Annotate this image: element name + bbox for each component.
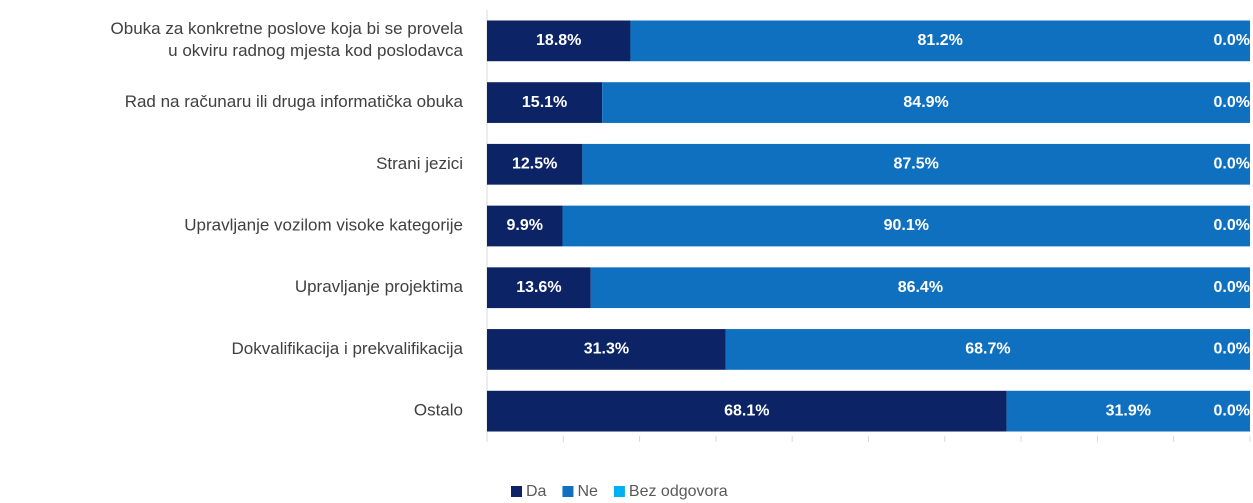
bar-segment — [487, 390, 1007, 432]
bar-segment — [630, 20, 1250, 62]
category-label: Strani jezici — [376, 154, 463, 173]
category-label: Upravljanje vozilom visoke kategorije — [184, 215, 463, 234]
legend-swatch — [613, 486, 625, 497]
legend-swatch — [511, 486, 522, 497]
bar-segment — [487, 329, 726, 370]
value-label: 12.5% — [512, 156, 557, 173]
bar-segment — [602, 82, 1250, 123]
bar-segment — [487, 143, 583, 185]
value-label: 31.9% — [1106, 402, 1151, 419]
bar-segment — [582, 143, 1250, 185]
legend-label: Ne — [577, 483, 598, 500]
value-label: 0.0% — [1214, 156, 1250, 173]
category-label: Rad na računaru ili druga informatička o… — [125, 92, 464, 111]
bar-segment — [487, 205, 563, 247]
category-label: Ostalo — [414, 401, 463, 420]
category-label: Dokvalifikacija i prekvalifikacija — [232, 339, 464, 358]
legend-swatch — [562, 486, 574, 497]
bar-segment — [487, 20, 631, 62]
value-label: 68.1% — [724, 402, 769, 419]
value-label: 0.0% — [1214, 217, 1250, 234]
legend-label: Da — [526, 483, 547, 500]
value-label: 9.9% — [507, 217, 543, 234]
bar-segment — [725, 329, 1250, 370]
value-label: 87.5% — [894, 156, 939, 173]
bar-segment — [590, 267, 1250, 309]
bar-segment — [487, 82, 603, 123]
legend-label: Bez odgovora — [629, 483, 728, 500]
value-label: 86.4% — [898, 279, 943, 296]
value-label: 0.0% — [1214, 32, 1250, 49]
value-label: 84.9% — [903, 94, 948, 111]
value-label: 0.0% — [1214, 94, 1250, 111]
value-label: 15.1% — [522, 94, 567, 111]
value-label: 18.8% — [536, 32, 581, 49]
value-label: 13.6% — [516, 279, 561, 296]
value-label: 81.2% — [918, 32, 963, 49]
bar-segment — [562, 205, 1250, 247]
value-label: 0.0% — [1214, 279, 1250, 296]
bar-segment — [1006, 390, 1250, 432]
value-label: 90.1% — [884, 217, 929, 234]
bar-segment — [487, 267, 591, 309]
category-label: Upravljanje projektima — [295, 277, 464, 296]
value-label: 31.3% — [584, 341, 629, 358]
category-label: Obuka za konkretne poslove koja bi se pr… — [111, 19, 464, 60]
value-label: 0.0% — [1214, 341, 1250, 358]
value-label: 68.7% — [965, 341, 1010, 358]
value-label: 0.0% — [1214, 402, 1250, 419]
